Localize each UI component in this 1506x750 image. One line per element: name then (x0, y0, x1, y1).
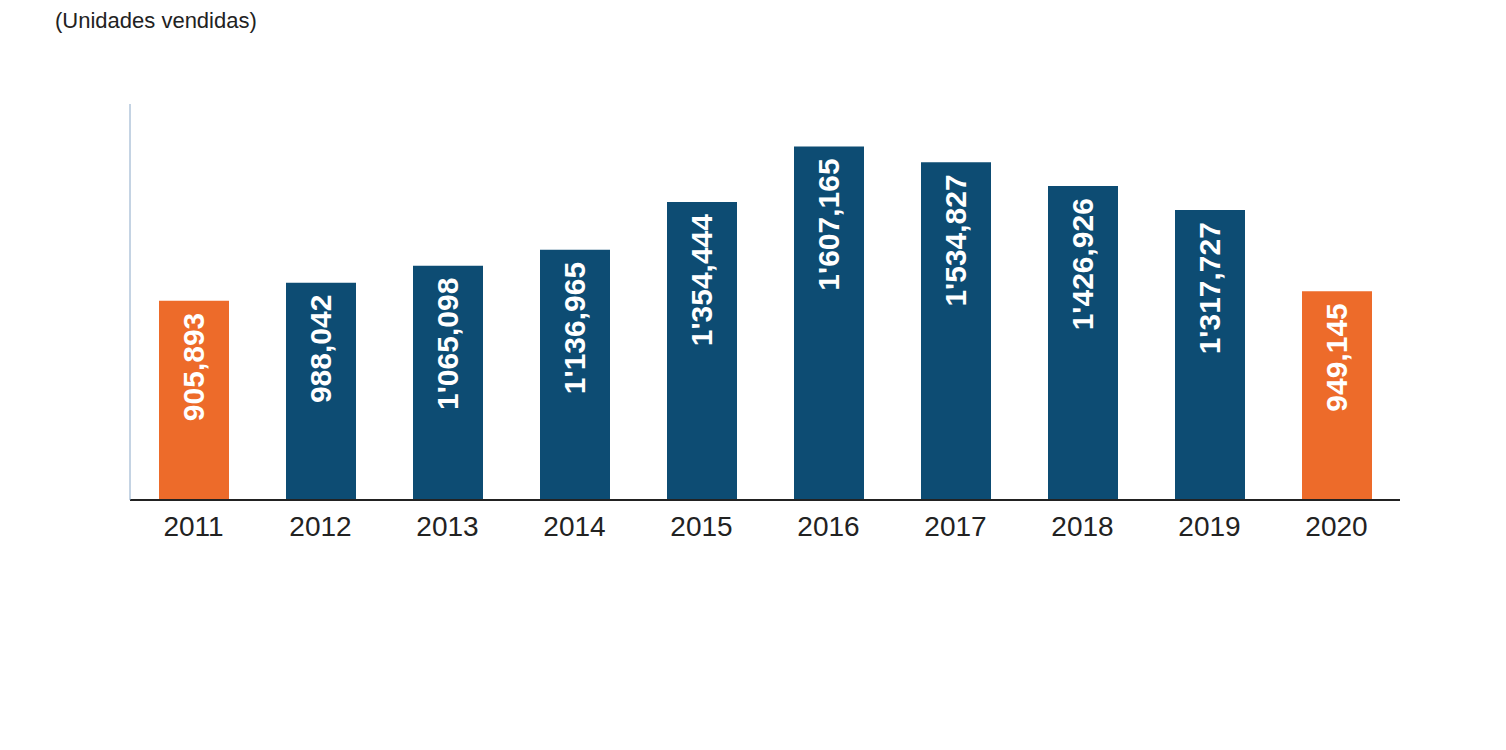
svg-text:2017: 2017 (924, 511, 986, 542)
svg-text:1'136,965: 1'136,965 (559, 262, 592, 394)
svg-text:1'607,165: 1'607,165 (813, 158, 846, 290)
svg-text:2013: 2013 (416, 511, 478, 542)
svg-text:2018: 2018 (1051, 511, 1113, 542)
svg-text:905,893: 905,893 (178, 313, 211, 421)
svg-text:988,042: 988,042 (305, 295, 338, 403)
svg-text:2015: 2015 (670, 511, 732, 542)
html-text:(Unidades vendidas): (Unidades vendidas) (55, 8, 257, 33)
svg-text:1'426,926: 1'426,926 (1067, 198, 1100, 330)
svg-text:2014: 2014 (543, 511, 605, 542)
svg-text:1'534,827: 1'534,827 (940, 174, 973, 306)
svg-text:2012: 2012 (289, 511, 351, 542)
svg-text:2011: 2011 (163, 511, 223, 542)
svg-text:2020: 2020 (1305, 511, 1367, 542)
svg-text:1'065,098: 1'065,098 (432, 278, 465, 410)
svg-text:1'354,444: 1'354,444 (686, 214, 719, 347)
svg-text:2019: 2019 (1178, 511, 1240, 542)
svg-text:949,145: 949,145 (1321, 303, 1354, 411)
svg-text:2016: 2016 (797, 511, 859, 542)
svg-text:1'317,727: 1'317,727 (1194, 222, 1227, 354)
